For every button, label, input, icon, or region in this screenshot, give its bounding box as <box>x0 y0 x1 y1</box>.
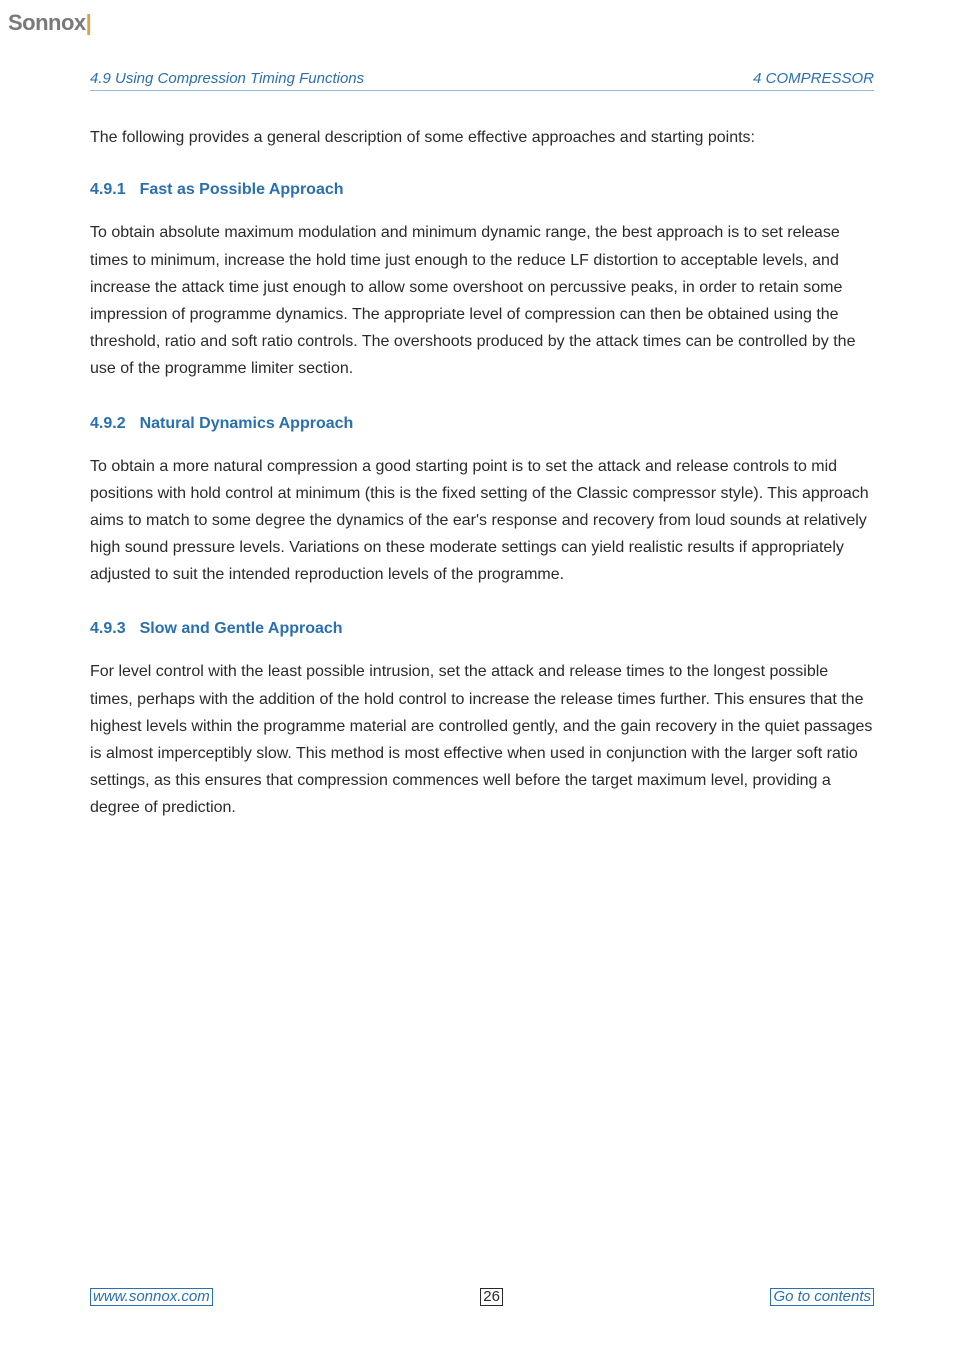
subsection-heading: 4.9.3 Slow and Gentle Approach <box>90 620 874 638</box>
footer-website-link[interactable]: www.sonnox.com <box>90 1288 213 1307</box>
subsection-title: Fast as Possible Approach <box>140 181 344 198</box>
subsection-title: Natural Dynamics Approach <box>140 415 354 432</box>
header-section-left: 4.9 Using Compression Timing Functions <box>90 70 364 87</box>
subsection-body: For level control with the least possibl… <box>90 658 874 821</box>
subsection-number: 4.9.1 <box>90 181 126 198</box>
subsection-body: To obtain absolute maximum modulation an… <box>90 219 874 382</box>
page-number: 26 <box>480 1288 503 1307</box>
subsection-number: 4.9.2 <box>90 415 126 432</box>
footer-contents-link[interactable]: Go to contents <box>770 1288 874 1307</box>
intro-paragraph: The following provides a general descrip… <box>90 125 874 151</box>
logo-text: Sonnox <box>8 10 86 35</box>
running-header: 4.9 Using Compression Timing Functions 4… <box>90 70 874 91</box>
subsection-heading: 4.9.1 Fast as Possible Approach <box>90 181 874 199</box>
logo-accent: | <box>86 10 92 35</box>
brand-logo: Sonnox| <box>8 10 91 36</box>
subsection-number: 4.9.3 <box>90 620 126 637</box>
page-content: 4.9 Using Compression Timing Functions 4… <box>0 0 954 894</box>
subsection-body: To obtain a more natural compression a g… <box>90 453 874 589</box>
subsection-heading: 4.9.2 Natural Dynamics Approach <box>90 415 874 433</box>
header-section-right: 4 COMPRESSOR <box>753 70 874 87</box>
subsection-title: Slow and Gentle Approach <box>140 620 343 637</box>
page-footer: www.sonnox.com 26 Go to contents <box>90 1288 874 1307</box>
